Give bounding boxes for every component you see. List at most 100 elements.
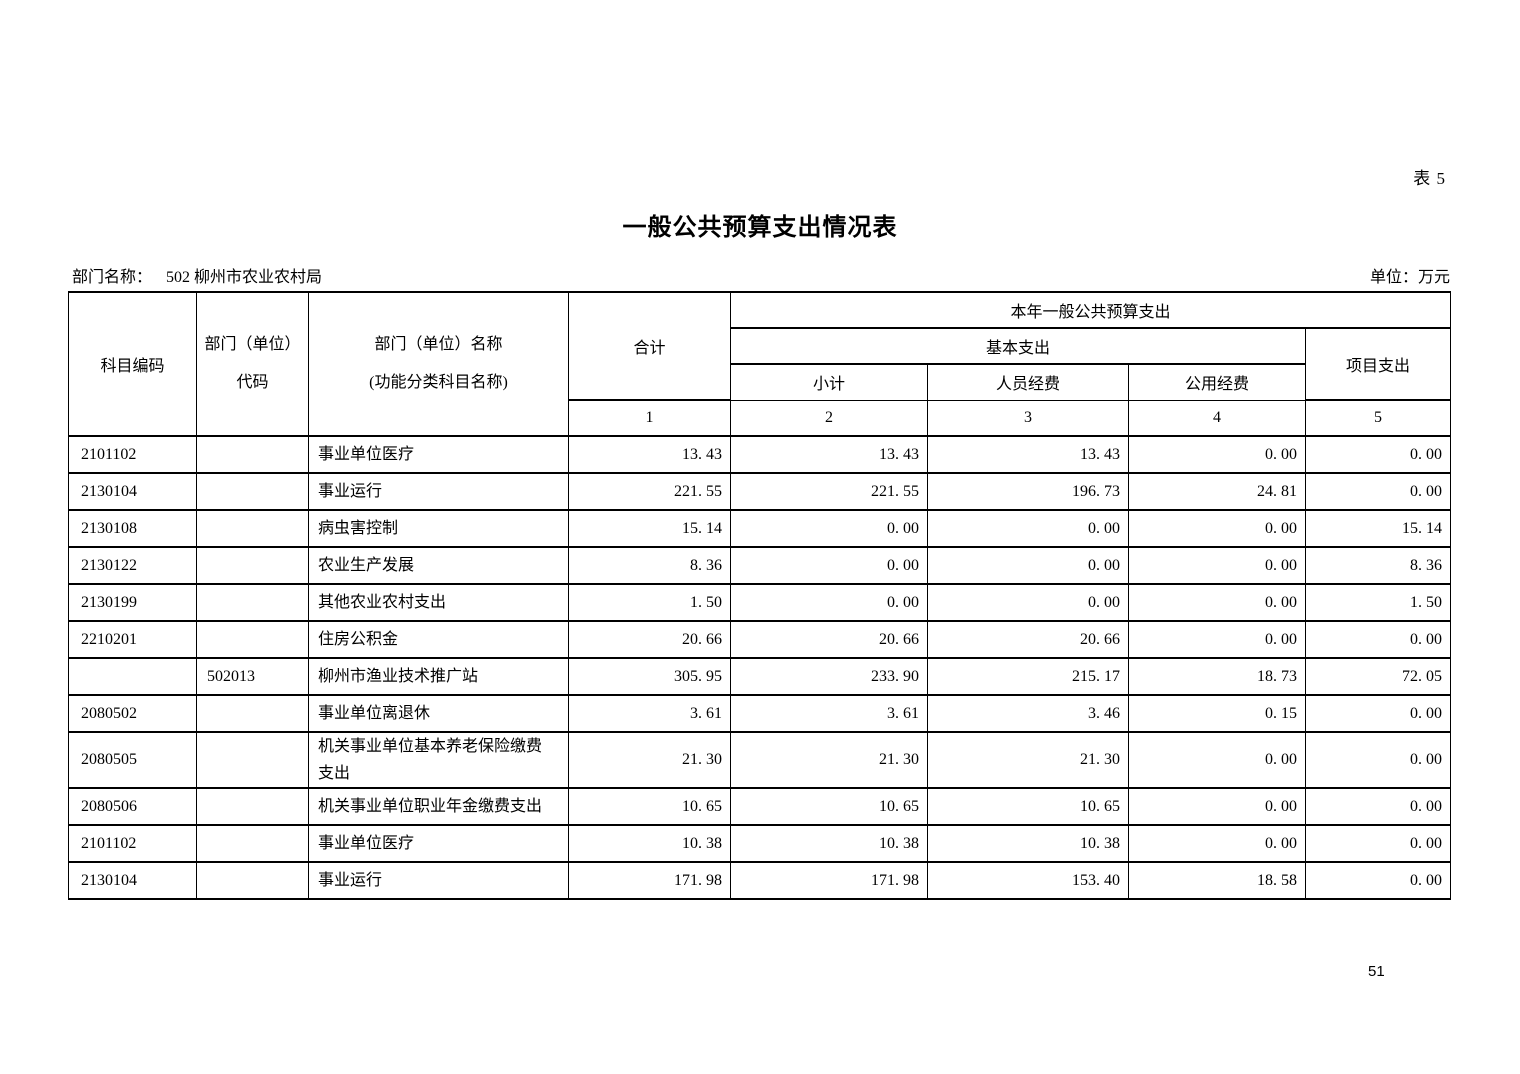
col-header-public: 公用经费 bbox=[1128, 363, 1306, 401]
public-expense-cell: 0. 00 bbox=[1128, 435, 1306, 474]
public-expense-cell: 18. 58 bbox=[1128, 861, 1306, 900]
subject-code-cell: 2080506 bbox=[68, 787, 197, 826]
project-expense-cell: 0. 00 bbox=[1304, 787, 1452, 826]
col-header-subtotal: 小计 bbox=[730, 363, 928, 401]
personnel-expense-cell: 3. 46 bbox=[927, 694, 1129, 733]
table-row: 2130108 病虫害控制 15. 14 0. 00 0. 00 0. 00 1… bbox=[68, 509, 1452, 548]
group-header-current-year: 本年一般公共预算支出 bbox=[729, 291, 1452, 329]
budget-table: 科目编码 部门（单位） 代码 部门（单位）名称 (功能分类科目名称) 合计 本年… bbox=[68, 291, 1452, 900]
index-cell-2: 2 bbox=[730, 399, 928, 437]
personnel-expense-cell: 10. 38 bbox=[927, 824, 1129, 863]
public-expense-cell: 0. 00 bbox=[1128, 546, 1306, 585]
public-expense-cell: 0. 00 bbox=[1128, 583, 1306, 622]
total-cell: 10. 65 bbox=[568, 787, 731, 826]
project-expense-cell: 0. 00 bbox=[1304, 435, 1452, 474]
column-index-row: 1 2 3 4 5 bbox=[69, 399, 1452, 437]
subject-code-cell: 2130104 bbox=[68, 861, 197, 900]
subject-code-cell: 2101102 bbox=[68, 824, 197, 863]
dept-name-cell: 事业单位医疗 bbox=[308, 435, 569, 474]
col-header-dept-name-line1: 部门（单位）名称 bbox=[374, 336, 503, 353]
subtotal-cell: 233. 90 bbox=[730, 657, 928, 696]
personnel-expense-cell: 196. 73 bbox=[927, 472, 1129, 511]
table-meta-row: 部门名称： 502 柳州市农业农村局 单位：万元 bbox=[72, 263, 1450, 287]
personnel-expense-cell: 0. 00 bbox=[927, 546, 1129, 585]
table-row: 2080505 机关事业单位基本养老保险缴费支出 21. 30 21. 30 2… bbox=[68, 731, 1452, 789]
page-number: 51 bbox=[1368, 963, 1385, 980]
table-row: 2130122 农业生产发展 8. 36 0. 00 0. 00 0. 00 8… bbox=[68, 546, 1452, 585]
personnel-expense-cell: 10. 65 bbox=[927, 787, 1129, 826]
subtotal-cell: 21. 30 bbox=[730, 731, 928, 789]
public-expense-cell: 0. 15 bbox=[1128, 694, 1306, 733]
total-cell: 171. 98 bbox=[568, 861, 731, 900]
total-cell: 10. 38 bbox=[568, 824, 731, 863]
department-name-label: 部门名称： bbox=[72, 269, 153, 286]
personnel-expense-cell: 153. 40 bbox=[927, 861, 1129, 900]
dept-code-cell bbox=[196, 472, 309, 511]
index-cell-5: 5 bbox=[1304, 399, 1452, 437]
subject-code-cell: 2130104 bbox=[68, 472, 197, 511]
subject-code-cell: 2101102 bbox=[68, 435, 197, 474]
dept-name-cell: 农业生产发展 bbox=[308, 546, 569, 585]
dept-name-cell: 柳州市渔业技术推广站 bbox=[308, 657, 569, 696]
dept-name-cell: 机关事业单位职业年金缴费支出 bbox=[308, 787, 569, 826]
col-header-dept-code-line2: 代码 bbox=[236, 374, 269, 391]
public-expense-cell: 24. 81 bbox=[1128, 472, 1306, 511]
total-cell: 15. 14 bbox=[568, 509, 731, 548]
col-header-project: 项目支出 bbox=[1304, 327, 1452, 401]
dept-code-cell bbox=[196, 620, 309, 659]
total-cell: 21. 30 bbox=[568, 731, 731, 789]
subject-code-cell: 2130199 bbox=[68, 583, 197, 622]
dept-name-cell: 事业运行 bbox=[308, 861, 569, 900]
unit-label: 单位：万元 bbox=[1369, 269, 1450, 286]
project-expense-cell: 0. 00 bbox=[1304, 472, 1452, 511]
col-header-personnel: 人员经费 bbox=[927, 363, 1129, 401]
subtotal-cell: 10. 65 bbox=[730, 787, 928, 826]
department-name-value: 502 柳州市农业农村局 bbox=[166, 269, 323, 286]
table-body: 2101102 事业单位医疗 13. 43 13. 43 13. 43 0. 0… bbox=[68, 435, 1452, 900]
project-expense-cell: 0. 00 bbox=[1304, 620, 1452, 659]
dept-code-cell bbox=[196, 546, 309, 585]
table-row: 2101102 事业单位医疗 13. 43 13. 43 13. 43 0. 0… bbox=[68, 435, 1452, 474]
project-expense-cell: 0. 00 bbox=[1304, 824, 1452, 863]
project-expense-cell: 72. 05 bbox=[1304, 657, 1452, 696]
table-row: 2101102 事业单位医疗 10. 38 10. 38 10. 38 0. 0… bbox=[68, 824, 1452, 863]
col-header-dept-name: 部门（单位）名称 (功能分类科目名称) bbox=[308, 291, 569, 437]
public-expense-cell: 0. 00 bbox=[1128, 509, 1306, 548]
dept-name-cell: 事业单位医疗 bbox=[308, 824, 569, 863]
group-header-basic: 基本支出 bbox=[730, 327, 1306, 365]
personnel-expense-cell: 21. 30 bbox=[927, 731, 1129, 789]
total-cell: 305. 95 bbox=[568, 657, 731, 696]
header-row-sub: 小计 人员经费 公用经费 bbox=[69, 363, 1451, 401]
dept-code-cell bbox=[196, 787, 309, 826]
col-header-dept-code-line1: 部门（单位） bbox=[204, 336, 301, 353]
total-cell: 1. 50 bbox=[568, 583, 731, 622]
subject-code-cell: 2210201 bbox=[68, 620, 197, 659]
personnel-expense-cell: 215. 17 bbox=[927, 657, 1129, 696]
index-cell-4: 4 bbox=[1128, 399, 1306, 437]
dept-name-cell: 事业单位离退休 bbox=[308, 694, 569, 733]
dept-name-cell: 其他农业农村支出 bbox=[308, 583, 569, 622]
subtotal-cell: 171. 98 bbox=[730, 861, 928, 900]
total-cell: 221. 55 bbox=[568, 472, 731, 511]
personnel-expense-cell: 0. 00 bbox=[927, 509, 1129, 548]
project-expense-cell: 15. 14 bbox=[1304, 509, 1452, 548]
total-cell: 20. 66 bbox=[568, 620, 731, 659]
header-row-basic: 基本支出 项目支出 bbox=[69, 327, 1452, 401]
subtotal-cell: 20. 66 bbox=[730, 620, 928, 659]
page-title: 一般公共预算支出情况表 bbox=[622, 215, 898, 241]
table-row: 2080506 机关事业单位职业年金缴费支出 10. 65 10. 65 10.… bbox=[68, 787, 1452, 826]
public-expense-cell: 0. 00 bbox=[1128, 620, 1306, 659]
table-row: 2080502 事业单位离退休 3. 61 3. 61 3. 46 0. 15 … bbox=[68, 694, 1452, 733]
header-row-group: 科目编码 部门（单位） 代码 部门（单位）名称 (功能分类科目名称) 合计 本年… bbox=[68, 291, 1452, 437]
dept-code-cell: 502013 bbox=[196, 657, 309, 696]
dept-code-cell bbox=[196, 731, 309, 789]
personnel-expense-cell: 0. 00 bbox=[927, 583, 1129, 622]
dept-code-cell bbox=[196, 861, 309, 900]
subtotal-cell: 221. 55 bbox=[730, 472, 928, 511]
subtotal-cell: 0. 00 bbox=[730, 509, 928, 548]
public-expense-cell: 0. 00 bbox=[1128, 824, 1306, 863]
personnel-expense-cell: 13. 43 bbox=[927, 435, 1129, 474]
subtotal-cell: 3. 61 bbox=[730, 694, 928, 733]
department-name: 部门名称： 502 柳州市农业农村局 bbox=[72, 263, 322, 287]
